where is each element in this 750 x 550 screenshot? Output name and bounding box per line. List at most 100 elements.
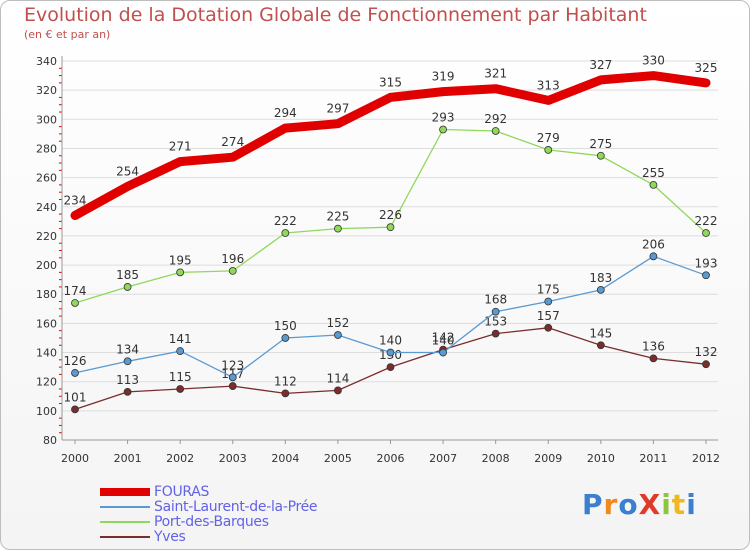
data-label: 313 xyxy=(537,78,560,92)
data-point xyxy=(649,354,658,363)
data-point xyxy=(386,348,395,357)
data-label: 140 xyxy=(432,334,455,348)
data-label: 325 xyxy=(695,61,718,75)
x-tick-label: 2011 xyxy=(639,452,667,465)
data-point xyxy=(491,127,500,135)
data-label: 255 xyxy=(642,166,665,180)
data-label: 142 xyxy=(432,331,455,345)
data-label: 254 xyxy=(116,164,139,178)
data-point xyxy=(334,331,342,339)
data-label: 196 xyxy=(221,252,244,266)
data-label: 153 xyxy=(484,315,507,329)
data-label: 321 xyxy=(484,67,507,81)
data-point xyxy=(544,146,553,154)
data-label: 174 xyxy=(64,284,87,298)
data-label: 222 xyxy=(274,214,297,228)
legend-label: FOURAS xyxy=(154,484,210,500)
data-point xyxy=(649,252,658,261)
data-label: 319 xyxy=(432,70,455,84)
y-tick-label: 200 xyxy=(36,259,57,272)
data-label: 206 xyxy=(642,237,665,251)
data-label: 101 xyxy=(64,390,87,404)
data-label: 145 xyxy=(589,326,612,340)
data-point xyxy=(71,405,79,414)
y-tick-label: 300 xyxy=(36,113,57,126)
data-label: 115 xyxy=(169,370,192,384)
data-label: 195 xyxy=(169,253,192,267)
data-point xyxy=(71,299,79,307)
data-point xyxy=(386,223,395,232)
data-label: 193 xyxy=(695,256,718,270)
legend-label: Yves xyxy=(154,529,186,545)
logo-letter: t xyxy=(671,488,687,521)
series-yves: 101113115117112114130142153157145136132 xyxy=(64,309,717,414)
data-label: 222 xyxy=(695,214,718,228)
data-point xyxy=(702,360,710,369)
logo-letter: o xyxy=(618,488,639,521)
data-point xyxy=(702,229,710,237)
data-label: 152 xyxy=(326,316,349,330)
data-point xyxy=(281,334,290,342)
data-point xyxy=(123,387,132,396)
data-point xyxy=(596,341,605,350)
data-label: 150 xyxy=(274,319,297,333)
x-tick-label: 2000 xyxy=(61,452,89,465)
data-label: 126 xyxy=(64,354,87,368)
series-fouras: 234 254 271 274 294 297 315 319 321 313 327 330 325 xyxy=(64,54,718,220)
y-tick-label: 120 xyxy=(36,376,57,389)
legend-label: Saint-Laurent-de-la-Prée xyxy=(154,499,318,515)
logo-letter: i xyxy=(686,488,697,521)
data-point xyxy=(439,125,447,134)
x-tick-label: 2006 xyxy=(377,452,405,465)
x-tick-label: 2004 xyxy=(271,452,299,465)
x-tick-label: 2010 xyxy=(587,452,615,465)
proxiti-logo: ProXiti xyxy=(582,488,697,521)
data-point xyxy=(491,329,500,338)
x-tick-label: 2001 xyxy=(114,452,142,465)
data-label: 274 xyxy=(221,135,244,149)
data-label: 136 xyxy=(642,339,665,353)
data-point xyxy=(176,268,185,277)
chart-subtitle: (en € et par an) xyxy=(24,28,111,41)
data-label: 168 xyxy=(484,293,507,307)
series-port-des-barques: 174 185 195 196 222 225 226 293 292 279 275 255 222 xyxy=(64,111,718,307)
y-tick-label: 100 xyxy=(36,405,57,418)
data-label: 141 xyxy=(169,332,192,346)
data-point xyxy=(176,385,185,393)
legend-swatch xyxy=(100,536,150,538)
logo-letter: P xyxy=(582,488,604,521)
data-point xyxy=(228,267,237,275)
y-tick-label: 320 xyxy=(36,84,57,97)
data-point xyxy=(281,229,290,237)
logo-letter: r xyxy=(603,488,619,521)
y-tick-label: 140 xyxy=(36,347,57,360)
data-point xyxy=(71,369,79,377)
logo-letter: X xyxy=(638,488,662,521)
series-line xyxy=(70,71,711,220)
data-label: 293 xyxy=(432,111,455,125)
legend-swatch xyxy=(100,506,150,508)
data-label: 185 xyxy=(116,268,139,282)
legend-label: Port-des-Barques xyxy=(154,514,269,530)
data-label: 114 xyxy=(326,371,349,385)
data-point xyxy=(702,271,710,280)
y-tick-label: 160 xyxy=(36,317,57,330)
data-label: 134 xyxy=(116,342,139,356)
data-point xyxy=(596,151,605,160)
data-point xyxy=(544,297,553,306)
series-saint-laurent-de-la-pr-e: 126 134 141 123 150 152 140 140 168 175 183 206 193 xyxy=(64,237,718,382)
data-label: 330 xyxy=(642,54,665,68)
legend-swatch xyxy=(100,488,150,496)
data-point xyxy=(281,389,290,398)
y-tick-label: 80 xyxy=(43,434,57,447)
data-label: 140 xyxy=(379,334,402,348)
data-point xyxy=(123,283,132,291)
data-label: 183 xyxy=(589,271,612,285)
logo-letter: i xyxy=(661,488,672,521)
data-label: 279 xyxy=(537,131,560,145)
data-label: 113 xyxy=(116,373,139,387)
y-tick-label: 240 xyxy=(36,201,57,214)
chart-title: Evolution de la Dotation Globale de Fonc… xyxy=(24,4,647,26)
data-label: 225 xyxy=(326,210,349,224)
data-point xyxy=(596,285,605,294)
